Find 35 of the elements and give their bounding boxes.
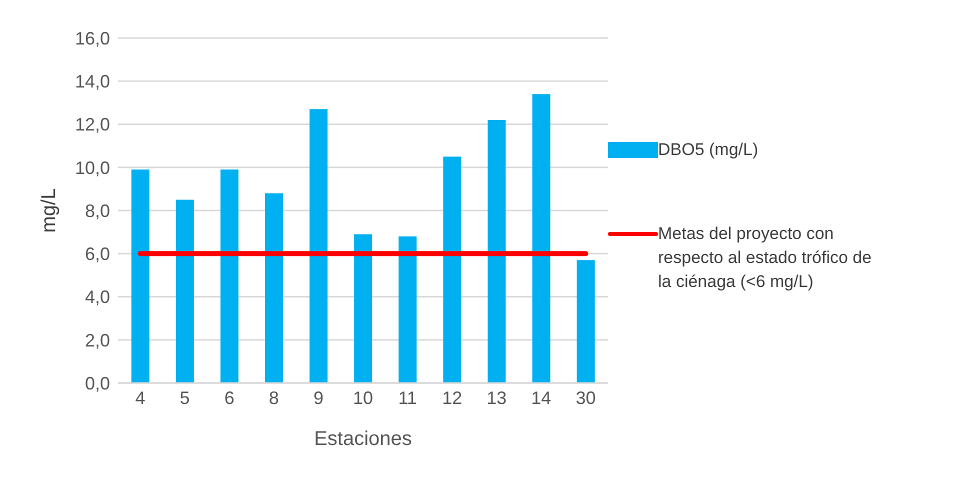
x-tick-label: 4 [135, 388, 146, 408]
x-tick-label: 10 [352, 388, 374, 408]
bar [131, 170, 150, 383]
x-tick-label: 9 [313, 388, 324, 408]
bar [398, 236, 417, 383]
x-tick-label: 6 [224, 388, 234, 408]
bar [576, 260, 595, 383]
bar [443, 156, 462, 383]
bar [532, 94, 550, 383]
bar [310, 109, 328, 383]
bar [176, 200, 194, 383]
bar [354, 234, 372, 383]
y-tick-label: 10,0 [74, 158, 110, 178]
x-tick-label: 30 [576, 388, 596, 408]
x-tick-label: 11 [398, 388, 417, 408]
y-tick-label: 6,0 [84, 244, 110, 264]
x-tick-label: 14 [531, 388, 552, 408]
y-tick-label: 16,0 [74, 28, 110, 48]
y-tick-label: 2,0 [84, 330, 110, 350]
y-tick-label: 0,0 [84, 373, 110, 394]
bar [220, 170, 238, 383]
legend-label: Metas del proyecto con respecto al estado trófico de la ciénaga (<6 mg/L) [658, 222, 873, 292]
y-tick-label: 4,0 [84, 287, 110, 308]
x-tick-label: 12 [442, 388, 462, 408]
y-tick-label: 8,0 [84, 200, 110, 221]
bar [488, 120, 506, 383]
x-tick-label: 8 [268, 388, 279, 408]
y-axis-title: mg/L [38, 188, 60, 233]
x-tick-label: 13 [486, 388, 507, 408]
x-axis-title: Estaciones [314, 428, 412, 450]
x-tick-label: 5 [180, 388, 190, 408]
bar [265, 193, 283, 383]
y-tick-label: 14,0 [74, 72, 110, 92]
y-tick-label: 12,0 [74, 114, 110, 135]
legend-label: DBO5 (mg/L) [658, 138, 760, 160]
